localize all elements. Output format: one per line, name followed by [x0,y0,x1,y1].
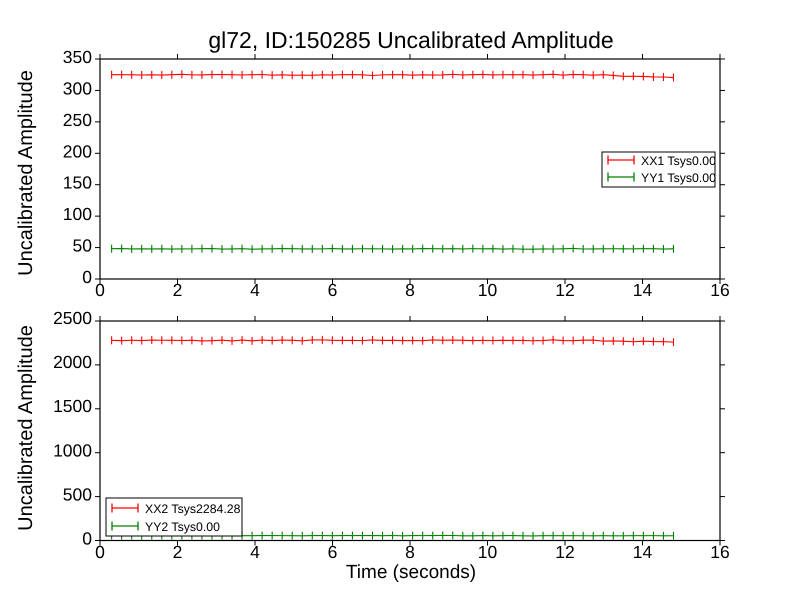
svg-text:1500: 1500 [53,396,92,416]
svg-text:gl72, ID:150285 Uncalibrated A: gl72, ID:150285 Uncalibrated Amplitude [208,27,613,53]
svg-text:500: 500 [63,484,92,504]
svg-text:8: 8 [405,280,415,300]
svg-text:100: 100 [63,204,92,224]
svg-text:12: 12 [555,542,574,562]
svg-text:300: 300 [63,78,92,98]
svg-text:2: 2 [173,280,183,300]
svg-text:14: 14 [633,280,653,300]
svg-text:Uncalibrated Amplitude: Uncalibrated Amplitude [15,325,37,531]
svg-text:2: 2 [173,542,183,562]
svg-text:150: 150 [63,173,92,193]
svg-text:6: 6 [328,280,338,300]
svg-text:2000: 2000 [53,352,92,372]
svg-text:4: 4 [250,280,260,300]
svg-text:XX2 Tsys2284.28: XX2 Tsys2284.28 [145,502,241,516]
svg-text:2500: 2500 [53,308,92,328]
svg-text:YY2 Tsys0.00: YY2 Tsys0.00 [145,520,220,534]
svg-text:16: 16 [710,280,729,300]
svg-text:250: 250 [63,110,92,130]
svg-text:200: 200 [63,141,92,161]
svg-text:50: 50 [73,236,93,256]
svg-text:Uncalibrated Amplitude: Uncalibrated Amplitude [15,70,37,276]
svg-text:0: 0 [95,280,105,300]
svg-text:XX1 Tsys0.00: XX1 Tsys0.00 [641,154,716,168]
svg-text:6: 6 [328,542,338,562]
svg-text:1000: 1000 [53,440,92,460]
svg-text:350: 350 [63,47,92,67]
svg-text:10: 10 [478,542,498,562]
svg-text:0: 0 [82,529,92,549]
svg-text:14: 14 [633,542,653,562]
svg-text:10: 10 [478,280,498,300]
svg-text:4: 4 [250,542,260,562]
svg-text:8: 8 [405,542,415,562]
svg-text:16: 16 [710,542,729,562]
svg-text:0: 0 [95,542,105,562]
svg-text:0: 0 [82,267,92,287]
svg-text:12: 12 [555,280,574,300]
svg-text:YY1 Tsys0.00: YY1 Tsys0.00 [641,171,716,185]
svg-text:Time (seconds): Time (seconds) [346,562,476,583]
